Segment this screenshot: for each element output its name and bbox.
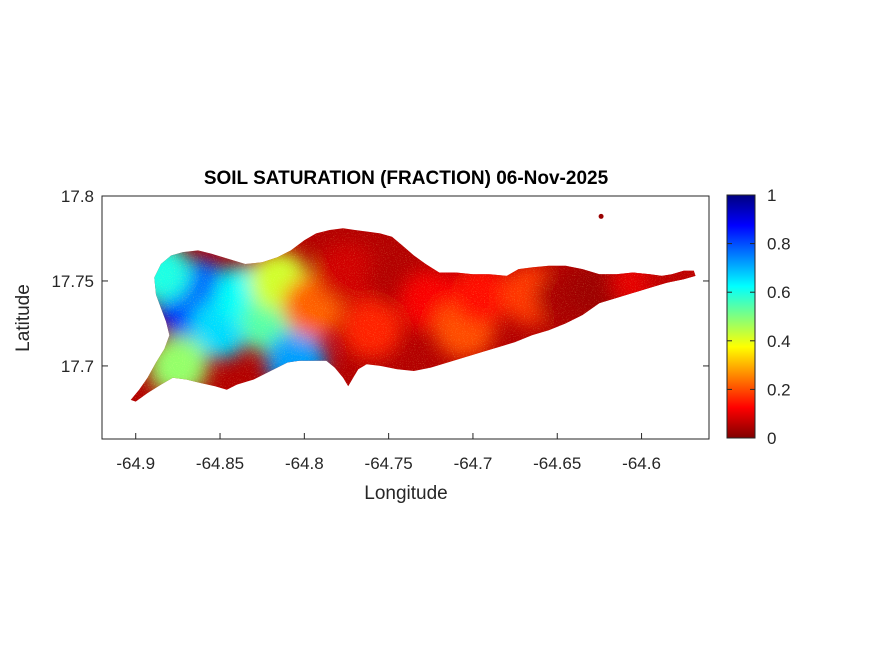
y-tick-label: 17.7 xyxy=(61,357,94,376)
x-tick-label: -64.7 xyxy=(454,454,493,473)
y-tick-label: 17.75 xyxy=(51,272,94,291)
y-axis-label: Latitude xyxy=(13,284,34,352)
x-tick-label: -64.75 xyxy=(365,454,413,473)
colorbar-ticks: 0 0.2 0.4 0.6 0.8 1 xyxy=(727,186,791,448)
x-tick-label: -64.9 xyxy=(116,454,155,473)
x-tick-label: -64.85 xyxy=(196,454,244,473)
map-axes: -64.9 -64.85 -64.8 -64.75 -64.7 -64.65 -64.6 1… xyxy=(51,187,710,473)
y-axis-ticks: 17.7 17.75 17.8 xyxy=(51,187,709,376)
x-tick-label: -64.65 xyxy=(533,454,581,473)
x-tick-label: -64.6 xyxy=(622,454,661,473)
colorbar-tick-label: 0.8 xyxy=(767,235,791,254)
colorbar-tick-label: 1 xyxy=(767,186,776,205)
colorbar-tick-label: 0 xyxy=(767,429,776,448)
colorbar-tick-label: 0.4 xyxy=(767,332,791,351)
colorbar-gradient xyxy=(726,194,756,439)
x-tick-label: -64.8 xyxy=(285,454,324,473)
x-axis-ticks: -64.9 -64.85 -64.8 -64.75 -64.7 -64.65 -64.6 xyxy=(116,433,661,473)
y-tick-label: 17.8 xyxy=(61,187,94,206)
colorbar: 0 0.2 0.4 0.6 0.8 1 xyxy=(726,186,791,448)
islet-marker xyxy=(598,213,604,219)
x-axis-label: Longitude xyxy=(364,483,447,504)
chart-title: SOIL SATURATION (FRACTION) 06-Nov-2025 xyxy=(204,168,609,189)
colorbar-tick-label: 0.6 xyxy=(767,283,791,302)
colorbar-tick-label: 0.2 xyxy=(767,380,791,399)
